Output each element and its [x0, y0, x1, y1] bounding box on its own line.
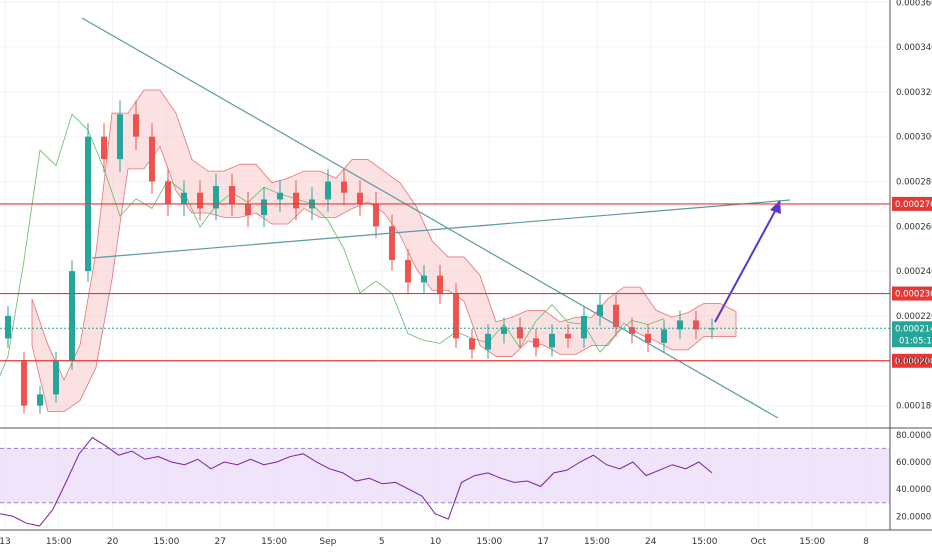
y-tick-label: 0.0002000	[896, 357, 932, 367]
candle-body	[245, 203, 251, 216]
rsi-tick-label: 60.0000	[896, 458, 931, 468]
level-label-bg	[892, 286, 932, 301]
level-label: 0.0002700	[895, 200, 932, 210]
candle-body	[197, 192, 203, 209]
x-tick-label: 13	[0, 537, 11, 547]
candle-body	[101, 136, 107, 160]
candle-body	[629, 327, 635, 334]
x-tick-label: 8	[863, 537, 869, 547]
candle-body	[37, 394, 43, 406]
candle-body	[661, 329, 667, 343]
candle-body	[293, 192, 299, 209]
current-price-label: 0.0002145	[895, 324, 932, 334]
level-label: 0.0002300	[895, 290, 932, 300]
ascending-trendline	[91, 199, 791, 259]
candle-body	[373, 203, 379, 227]
candle-body	[357, 192, 363, 204]
rsi-band	[0, 448, 890, 503]
candle-body	[261, 199, 267, 216]
x-tick-label: 15:00	[692, 537, 718, 547]
y-tick-label: 0.0003600	[896, 0, 932, 8]
y-tick-label: 0.0002800	[896, 178, 932, 188]
candle-body	[597, 304, 603, 316]
y-tick-label: 0.0003000	[896, 133, 932, 143]
candle-body	[181, 192, 187, 204]
x-tick-label: 15:00	[799, 537, 825, 547]
candle-body	[341, 181, 347, 193]
candle-body	[645, 333, 651, 343]
rsi-tick-label: 40.0000	[896, 485, 931, 495]
candle-body	[437, 275, 443, 294]
x-tick-label: 20	[107, 537, 119, 547]
rsi-tick-label: 20.0000	[896, 512, 931, 522]
x-tick-label: 15:00	[153, 537, 179, 547]
candle-body	[533, 338, 539, 348]
x-tick-label: 15:00	[584, 537, 610, 547]
x-tick-label: 27	[215, 537, 226, 547]
candle-body	[501, 327, 507, 334]
rsi-line	[0, 436, 713, 527]
y-tick-label: 0.0003200	[896, 88, 932, 98]
candle-body	[165, 181, 171, 204]
candle-body	[469, 338, 475, 350]
candle-body	[69, 271, 75, 361]
candle-body	[133, 114, 139, 137]
candle-body	[549, 333, 555, 348]
candle-body	[149, 136, 155, 182]
current-price-label-bg	[892, 321, 932, 348]
level-label: 0.0002000	[895, 357, 932, 367]
y-tick-label: 0.0002200	[896, 312, 932, 322]
candle-body	[485, 333, 491, 350]
candle-body	[389, 226, 395, 260]
x-tick-label: 15:00	[261, 537, 287, 547]
x-tick-label: 10	[430, 537, 442, 547]
x-tick-label: 15:00	[476, 537, 502, 547]
trend-drawings	[81, 17, 791, 419]
candle-body	[5, 315, 11, 339]
x-tick-label: 24	[645, 537, 657, 547]
x-tick-label: 15:00	[46, 537, 72, 547]
x-tick-label: 17	[537, 537, 548, 547]
rsi-pane	[0, 436, 890, 527]
descending-trendline	[81, 17, 779, 419]
candle-body	[53, 360, 59, 395]
candle-body	[229, 185, 235, 204]
x-tick-label: 5	[379, 537, 385, 547]
cloud-area	[31, 89, 737, 413]
candle-body	[213, 185, 219, 209]
y-tick-label: 0.0002600	[896, 222, 932, 232]
candle-body	[21, 360, 27, 406]
y-tick-label: 0.0001800	[896, 402, 932, 412]
candle-body	[613, 304, 619, 328]
candle-body	[517, 327, 523, 339]
candle-body	[453, 293, 459, 339]
candle-body	[693, 320, 699, 330]
candle-body	[277, 192, 283, 200]
y-tick-label: 0.0002400	[896, 267, 932, 277]
candle-body	[421, 275, 427, 283]
level-label-bg	[892, 353, 932, 368]
level-label-bg	[892, 196, 932, 211]
x-tick-label: Sep	[319, 537, 336, 547]
x-tick-label: Oct	[751, 537, 767, 547]
countdown-label: 01:05:13	[899, 336, 932, 346]
candle-body	[709, 328, 715, 330]
rsi-tick-label: 80.0000	[896, 431, 931, 441]
projection-arrow	[714, 201, 781, 323]
candle-body	[117, 114, 123, 160]
candle-body	[405, 259, 411, 283]
candle-body	[325, 181, 331, 200]
candle-body	[581, 315, 587, 339]
candle-body	[565, 333, 571, 339]
y-tick-label: 0.0003400	[896, 43, 932, 53]
candle-body	[677, 320, 683, 330]
horizontal-levels: 0.0002700 0.0002300 0.0002000 0.0002145 01:0…	[0, 196, 932, 368]
